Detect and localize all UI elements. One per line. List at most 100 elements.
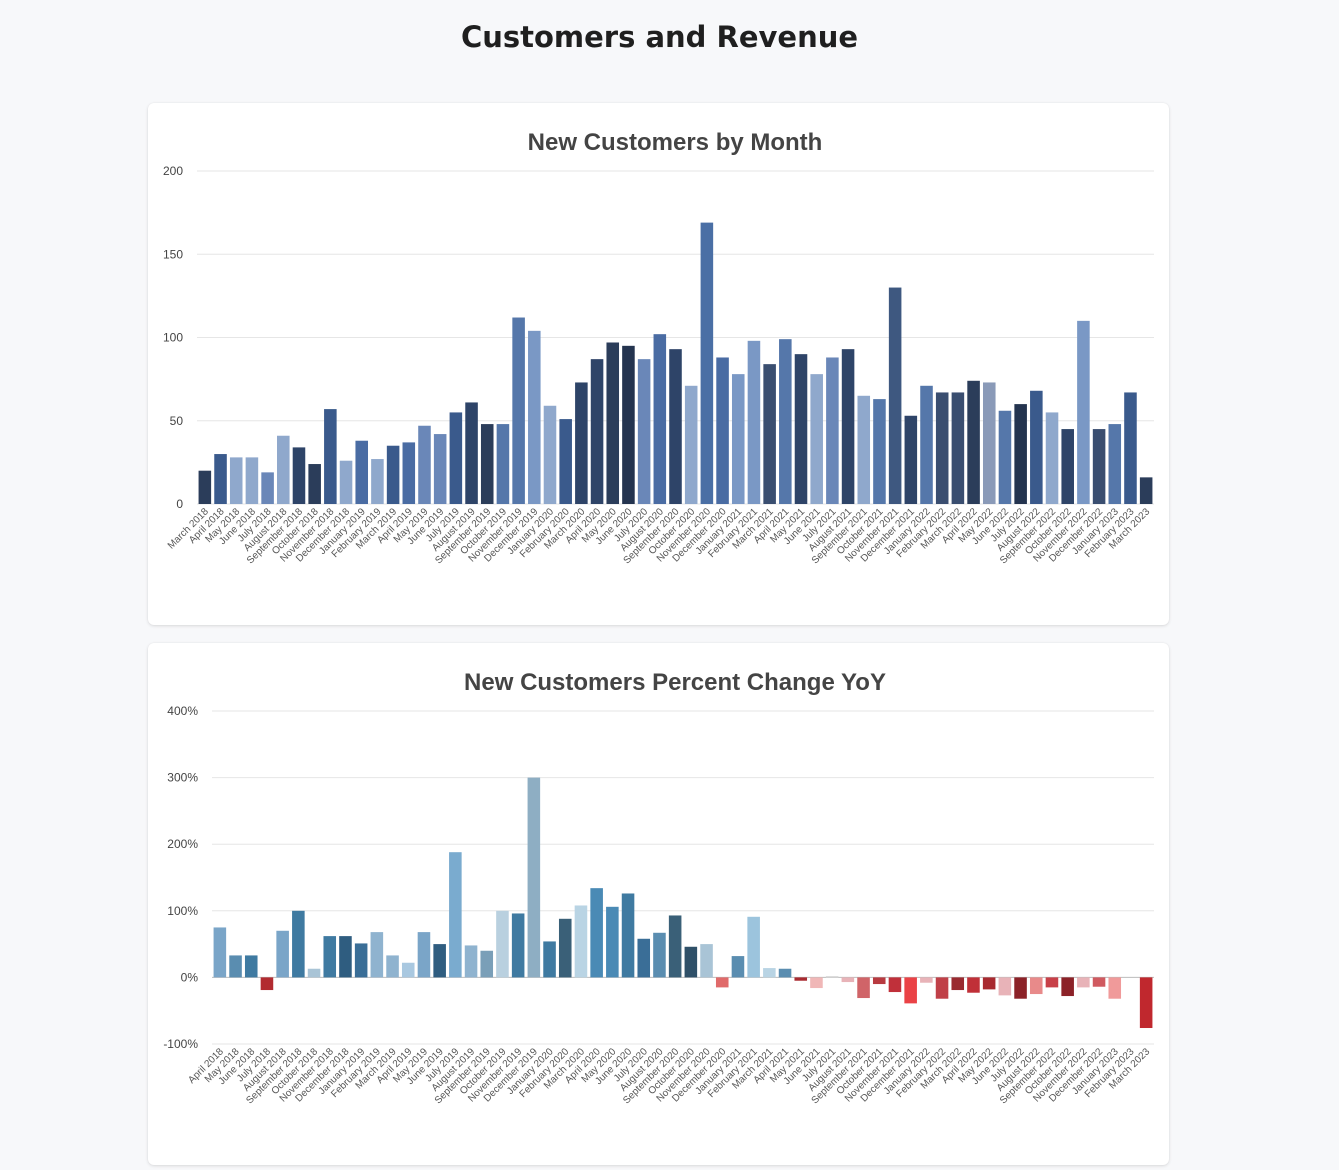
bar[interactable] bbox=[402, 442, 416, 504]
bar[interactable] bbox=[763, 364, 776, 504]
bar[interactable] bbox=[684, 946, 698, 978]
bar[interactable] bbox=[872, 977, 886, 985]
bar[interactable] bbox=[920, 977, 933, 983]
bar[interactable] bbox=[794, 354, 808, 504]
bar[interactable] bbox=[669, 349, 682, 504]
bar[interactable] bbox=[967, 977, 980, 993]
bar[interactable] bbox=[951, 392, 965, 504]
bar[interactable] bbox=[653, 334, 667, 504]
bar[interactable] bbox=[794, 977, 808, 981]
bar[interactable] bbox=[277, 435, 290, 504]
bar[interactable] bbox=[982, 382, 996, 504]
bar[interactable] bbox=[261, 472, 274, 504]
bar[interactable] bbox=[935, 977, 949, 999]
bar[interactable] bbox=[1030, 390, 1043, 504]
bar[interactable] bbox=[339, 936, 352, 978]
bar[interactable] bbox=[528, 330, 541, 504]
bar[interactable] bbox=[622, 345, 635, 504]
bar[interactable] bbox=[1092, 429, 1106, 504]
bar[interactable] bbox=[1124, 392, 1137, 504]
bar[interactable] bbox=[826, 357, 839, 504]
bar[interactable] bbox=[779, 339, 792, 504]
bar[interactable] bbox=[323, 936, 337, 978]
bar[interactable] bbox=[998, 410, 1012, 504]
bar[interactable] bbox=[1077, 320, 1090, 504]
bar[interactable] bbox=[810, 374, 823, 504]
bar[interactable] bbox=[276, 930, 289, 978]
bar[interactable] bbox=[558, 918, 572, 978]
bar[interactable] bbox=[653, 932, 666, 978]
bar[interactable] bbox=[244, 955, 258, 978]
bar[interactable] bbox=[1061, 429, 1074, 504]
bar[interactable] bbox=[496, 424, 510, 504]
bar[interactable] bbox=[386, 445, 400, 504]
bar[interactable] bbox=[778, 968, 792, 978]
bar[interactable] bbox=[401, 962, 415, 978]
bar[interactable] bbox=[731, 956, 745, 978]
bar[interactable] bbox=[543, 941, 556, 978]
bar[interactable] bbox=[1045, 412, 1059, 504]
bar[interactable] bbox=[370, 932, 384, 978]
bar[interactable] bbox=[888, 287, 902, 504]
bar[interactable] bbox=[967, 380, 980, 504]
bar[interactable] bbox=[747, 916, 760, 978]
bar[interactable] bbox=[260, 977, 274, 991]
bar[interactable] bbox=[621, 893, 635, 978]
bar[interactable] bbox=[1139, 477, 1153, 504]
bar[interactable] bbox=[684, 385, 698, 504]
bar[interactable] bbox=[857, 977, 870, 999]
bar[interactable] bbox=[715, 977, 729, 988]
bar[interactable] bbox=[998, 977, 1012, 996]
bar[interactable] bbox=[841, 349, 855, 504]
bar[interactable] bbox=[574, 905, 588, 978]
bar[interactable] bbox=[198, 470, 212, 504]
bar[interactable] bbox=[1077, 977, 1090, 988]
bar[interactable] bbox=[716, 357, 729, 504]
bar[interactable] bbox=[229, 457, 243, 504]
bar[interactable] bbox=[1014, 977, 1027, 999]
bar[interactable] bbox=[465, 402, 478, 504]
bar[interactable] bbox=[229, 955, 242, 978]
bar[interactable] bbox=[324, 409, 337, 504]
bar[interactable] bbox=[590, 359, 604, 504]
bar[interactable] bbox=[527, 777, 541, 978]
bar[interactable] bbox=[700, 222, 714, 504]
bar[interactable] bbox=[1139, 977, 1153, 1029]
bar[interactable] bbox=[371, 459, 384, 504]
bar[interactable] bbox=[637, 359, 651, 504]
bar[interactable] bbox=[339, 460, 353, 504]
bar[interactable] bbox=[700, 944, 713, 978]
bar[interactable] bbox=[292, 910, 305, 978]
bar[interactable] bbox=[480, 950, 494, 978]
bar[interactable] bbox=[354, 943, 368, 978]
bar[interactable] bbox=[590, 888, 603, 978]
bar[interactable] bbox=[292, 447, 306, 504]
bar[interactable] bbox=[857, 395, 871, 504]
bar[interactable] bbox=[214, 454, 227, 504]
bar[interactable] bbox=[575, 382, 588, 504]
bar[interactable] bbox=[245, 457, 259, 504]
bar[interactable] bbox=[433, 944, 446, 978]
bar[interactable] bbox=[418, 425, 431, 504]
bar[interactable] bbox=[951, 977, 965, 991]
bar[interactable] bbox=[920, 385, 933, 504]
bar[interactable] bbox=[417, 932, 431, 978]
bar[interactable] bbox=[1014, 404, 1027, 504]
bar[interactable] bbox=[386, 955, 399, 978]
bar[interactable] bbox=[810, 977, 823, 989]
bar[interactable] bbox=[308, 464, 321, 504]
bar[interactable] bbox=[1108, 977, 1122, 999]
bar[interactable] bbox=[904, 415, 918, 504]
bar[interactable] bbox=[433, 434, 447, 504]
bar[interactable] bbox=[904, 977, 917, 1004]
bar[interactable] bbox=[747, 340, 761, 504]
bar[interactable] bbox=[1029, 977, 1043, 995]
bar[interactable] bbox=[1061, 977, 1074, 997]
bar[interactable] bbox=[355, 440, 369, 504]
bar[interactable] bbox=[512, 317, 525, 504]
bar[interactable] bbox=[1092, 977, 1106, 987]
bar[interactable] bbox=[606, 342, 620, 504]
bar[interactable] bbox=[449, 852, 462, 978]
bar[interactable] bbox=[825, 976, 839, 978]
bar[interactable] bbox=[464, 945, 478, 978]
